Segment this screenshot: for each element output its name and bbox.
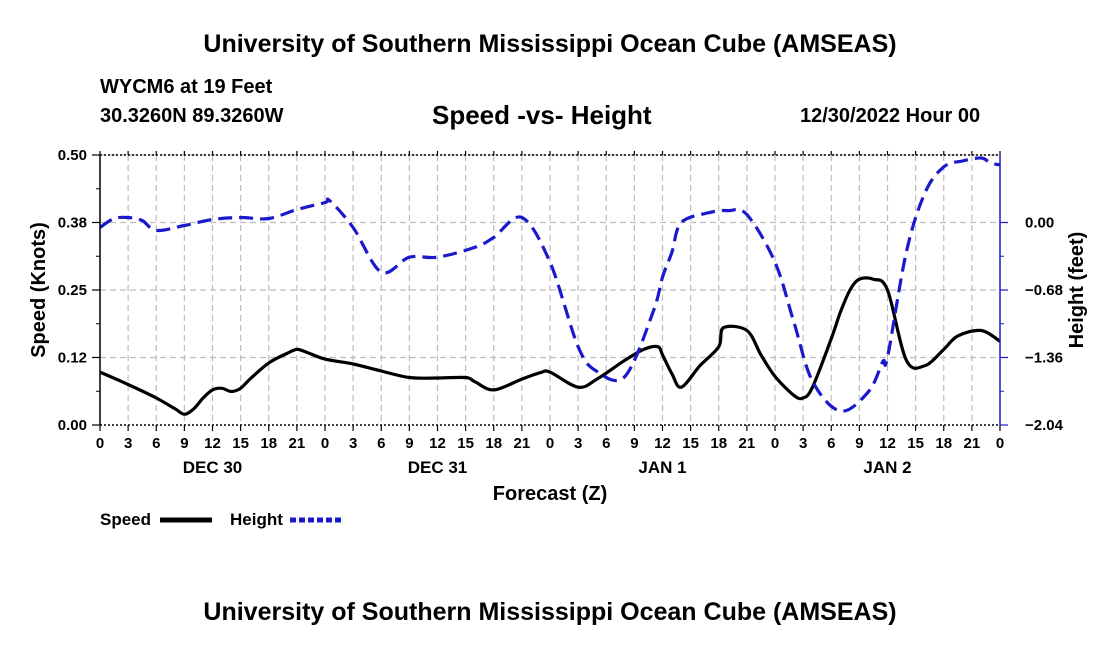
x-tick-label: 12: [204, 435, 221, 452]
x-tick-label: 0: [771, 435, 779, 452]
y-right-tick-label: −1.36: [1025, 350, 1063, 367]
legend: Speed Height: [100, 510, 342, 529]
x-tick-label: 21: [739, 435, 756, 452]
x-tick-label: 6: [827, 435, 835, 452]
axes: [92, 151, 1008, 431]
x-tick-label: 21: [964, 435, 981, 452]
y-left-tick-label: 0.00: [58, 417, 87, 434]
x-tick-label: 18: [935, 435, 952, 452]
x-tick-label: 18: [485, 435, 502, 452]
x-tick-label: 18: [710, 435, 727, 452]
x-tick-label: 12: [879, 435, 896, 452]
x-tick-label: 18: [260, 435, 277, 452]
y-axis-left-title: Speed (Knots): [28, 222, 50, 358]
x-tick-label: 21: [514, 435, 531, 452]
x-tick-label: 3: [349, 435, 357, 452]
y-right-tick-label: −2.04: [1025, 417, 1064, 434]
x-tick-label: 3: [799, 435, 807, 452]
x-tick-label: 3: [574, 435, 582, 452]
x-tick-label: 21: [289, 435, 306, 452]
series-line-speed: [99, 276, 1001, 416]
y-left-tick-label: 0.25: [58, 282, 87, 299]
x-day-label: JAN 1: [638, 458, 686, 477]
chart-subtitle: Speed -vs- Height: [432, 100, 652, 130]
x-tick-label: 6: [152, 435, 160, 452]
series-layer: [99, 156, 1001, 416]
x-tick-label: 15: [232, 435, 249, 452]
x-day-label: DEC 30: [183, 458, 243, 477]
tick-labels: 0 3 6 9 12 15 18 21 0 3 6 9 12 15 18 21 0 3 6 9 12 15 18 21 0 3 6 9…: [58, 147, 1064, 477]
legend-speed-label: Speed: [100, 510, 151, 529]
y-left-tick-label: 0.12: [58, 350, 87, 367]
datetime-label: 12/30/2022 Hour 00: [800, 105, 981, 127]
grid: [100, 154, 1000, 425]
x-tick-label: 9: [855, 435, 863, 452]
x-tick-label: 9: [405, 435, 413, 452]
y-left-tick-label: 0.38: [58, 215, 87, 232]
legend-height-label: Height: [230, 510, 283, 529]
station-label: WYCM6 at 19 Feet: [100, 76, 273, 98]
x-axis-title: Forecast (Z): [493, 483, 607, 505]
chart-title: University of Southern Mississippi Ocean…: [203, 30, 897, 58]
x-tick-label: 15: [682, 435, 699, 452]
footer-title: University of Southern Mississippi Ocean…: [203, 598, 897, 626]
x-tick-label: 0: [996, 435, 1004, 452]
x-tick-label: 6: [602, 435, 610, 452]
y-right-tick-label: 0.00: [1025, 215, 1054, 232]
y-axis-right-title: Height (feet): [1066, 232, 1088, 349]
x-tick-label: 12: [654, 435, 671, 452]
x-tick-label: 0: [96, 435, 104, 452]
x-tick-label: 15: [907, 435, 924, 452]
x-day-label: JAN 2: [863, 458, 911, 477]
y-left-tick-label: 0.50: [58, 147, 87, 164]
y-right-tick-label: −0.68: [1025, 282, 1063, 299]
x-tick-label: 9: [630, 435, 638, 452]
x-day-label: DEC 31: [408, 458, 468, 477]
x-tick-label: 9: [180, 435, 188, 452]
x-tick-label: 0: [321, 435, 329, 452]
series-line-height: [99, 156, 1001, 413]
x-tick-label: 0: [546, 435, 554, 452]
x-tick-label: 3: [124, 435, 132, 452]
x-tick-label: 12: [429, 435, 446, 452]
x-tick-label: 15: [457, 435, 474, 452]
x-tick-label: 6: [377, 435, 385, 452]
coordinates-label: 30.3260N 89.3260W: [100, 105, 284, 127]
